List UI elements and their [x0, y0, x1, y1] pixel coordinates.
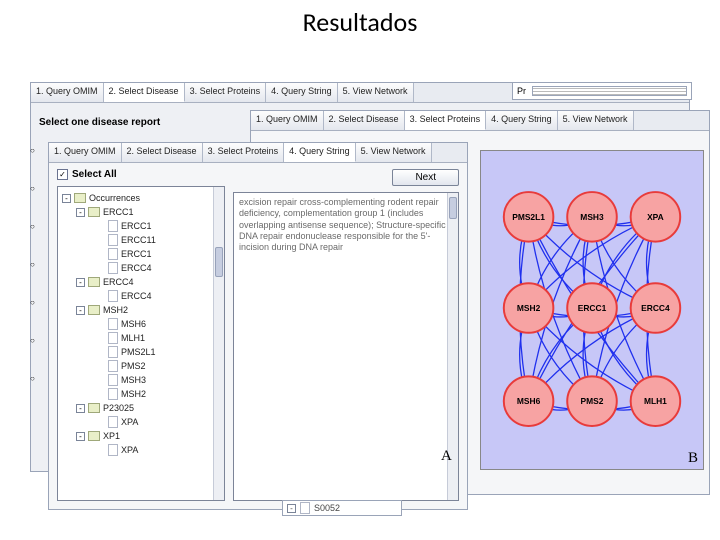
tree-leaf[interactable]: PMS2L1 — [121, 347, 156, 357]
tree-leaf[interactable]: ERCC1 — [121, 221, 152, 231]
tab-2-select-disease[interactable]: 2. Select Disease — [104, 83, 185, 102]
window-front: 1. Query OMIM2. Select Disease3. Select … — [48, 142, 468, 510]
tree-folder[interactable]: ERCC4 — [103, 277, 134, 287]
tab-1-query-omim[interactable]: 1. Query OMIM — [251, 111, 324, 130]
network-node-label: ERCC4 — [641, 303, 670, 313]
tab-2-select-disease[interactable]: 2. Select Disease — [122, 143, 203, 162]
file-icon — [108, 290, 118, 302]
folder-icon — [88, 207, 100, 217]
tabs-front: 1. Query OMIM2. Select Disease3. Select … — [49, 143, 467, 163]
folder-icon — [88, 305, 100, 315]
description-box: excision repair cross-complementing rode… — [233, 192, 459, 501]
tab-4-query-string[interactable]: 4. Query String — [486, 111, 558, 130]
tree-panel[interactable]: -Occurrences-ERCC1ERCC1ERCC11ERCC1ERCC4-… — [57, 186, 225, 501]
tab-3-select-proteins[interactable]: 3. Select Proteins — [185, 83, 267, 102]
tab-4-query-string[interactable]: 4. Query String — [266, 83, 338, 102]
tree-scrollbar[interactable] — [213, 187, 224, 500]
file-icon — [108, 388, 118, 400]
file-icon — [108, 248, 118, 260]
file-icon — [108, 444, 118, 456]
tabs-middle: 1. Query OMIM2. Select Disease3. Select … — [251, 111, 709, 131]
tab-5-view-network[interactable]: 5. View Network — [558, 111, 634, 130]
description-text: excision repair cross-complementing rode… — [239, 197, 446, 252]
tree-scroll-thumb[interactable] — [215, 247, 223, 277]
tab-5-view-network[interactable]: 5. View Network — [338, 83, 414, 102]
tree-folder[interactable]: ERCC1 — [103, 207, 134, 217]
file-icon — [108, 318, 118, 330]
network-node-label: PMS2 — [581, 396, 604, 406]
file-icon — [108, 360, 118, 372]
figure-label-a: A — [441, 448, 452, 465]
folder-icon — [88, 277, 100, 287]
network-node-label: PMS2L1 — [512, 212, 545, 222]
tree-leaf[interactable]: XPA — [121, 417, 138, 427]
figure-label-b: B — [688, 450, 698, 467]
tree-leaf[interactable]: MSH3 — [121, 375, 146, 385]
file-icon — [108, 262, 118, 274]
tab-4-query-string[interactable]: 4. Query String — [284, 143, 356, 162]
collapse-icon[interactable]: - — [76, 432, 85, 441]
tree-leaf[interactable]: MSH2 — [121, 389, 146, 399]
tree-leaf[interactable]: ERCC4 — [121, 291, 152, 301]
collapse-icon[interactable]: - — [62, 194, 71, 203]
folder-icon — [74, 193, 86, 203]
network-node-label: XPA — [647, 212, 664, 222]
tab-1-query-omim[interactable]: 1. Query OMIM — [31, 83, 104, 102]
file-icon — [108, 234, 118, 246]
network-node-label: MLH1 — [644, 396, 667, 406]
collapse-icon[interactable]: - — [76, 306, 85, 315]
tree-leaf[interactable]: XPA — [121, 445, 138, 455]
file-icon — [108, 332, 118, 344]
tree-leaf[interactable]: MLH1 — [121, 333, 145, 343]
folder-icon — [88, 403, 100, 413]
tree-leaf[interactable]: ERCC1 — [121, 249, 152, 259]
tree-folder[interactable]: MSH2 — [103, 305, 128, 315]
desc-scroll-thumb[interactable] — [449, 197, 457, 219]
collapse-icon[interactable]: - — [76, 278, 85, 287]
side-collapsed-markers: ○○○○○○○ — [30, 146, 48, 412]
network-node-label: MSH3 — [580, 212, 604, 222]
network-node-label: MSH2 — [517, 303, 541, 313]
tab-3-select-proteins[interactable]: 3. Select Proteins — [405, 111, 487, 130]
network-node-label: MSH6 — [517, 396, 541, 406]
folder-icon — [88, 431, 100, 441]
tree-leaf[interactable]: ERCC4 — [121, 263, 152, 273]
file-icon — [108, 416, 118, 428]
bottom-tree-node[interactable]: - S0052 — [282, 500, 402, 516]
tree-leaf[interactable]: ERCC11 — [121, 235, 156, 245]
network-panel: PMS2L1 MSH3 XPA MSH2 ERCC1 ERCC4 MSH6 PMS2 MLH1 — [480, 150, 704, 470]
collapse-icon[interactable]: - — [76, 404, 85, 413]
tree-leaf[interactable]: MSH6 — [121, 319, 146, 329]
select-all-checkbox[interactable]: ✓ — [57, 169, 68, 180]
expand-icon[interactable]: - — [287, 504, 296, 513]
file-icon — [300, 502, 310, 514]
file-icon — [108, 220, 118, 232]
tab-1-query-omim[interactable]: 1. Query OMIM — [49, 143, 122, 162]
collapse-icon[interactable]: - — [76, 208, 85, 217]
file-icon — [108, 346, 118, 358]
tree-root-label: Occurrences — [89, 193, 140, 203]
slide-title: Resultados — [0, 6, 720, 38]
file-icon — [108, 374, 118, 386]
progress-box: Pr — [512, 82, 692, 100]
tree-folder[interactable]: P23025 — [103, 403, 134, 413]
select-all-label: Select All — [72, 169, 117, 180]
next-button[interactable]: Next — [392, 169, 459, 186]
tree-folder[interactable]: XP1 — [103, 431, 120, 441]
progress-hatch — [532, 86, 687, 96]
network-node-label: ERCC1 — [578, 303, 607, 313]
tab-2-select-disease[interactable]: 2. Select Disease — [324, 111, 405, 130]
bottom-node-label: S0052 — [314, 503, 340, 513]
tab-5-view-network[interactable]: 5. View Network — [356, 143, 432, 162]
pr-label: Pr — [517, 86, 526, 96]
tree-leaf[interactable]: PMS2 — [121, 361, 146, 371]
tab-3-select-proteins[interactable]: 3. Select Proteins — [203, 143, 285, 162]
